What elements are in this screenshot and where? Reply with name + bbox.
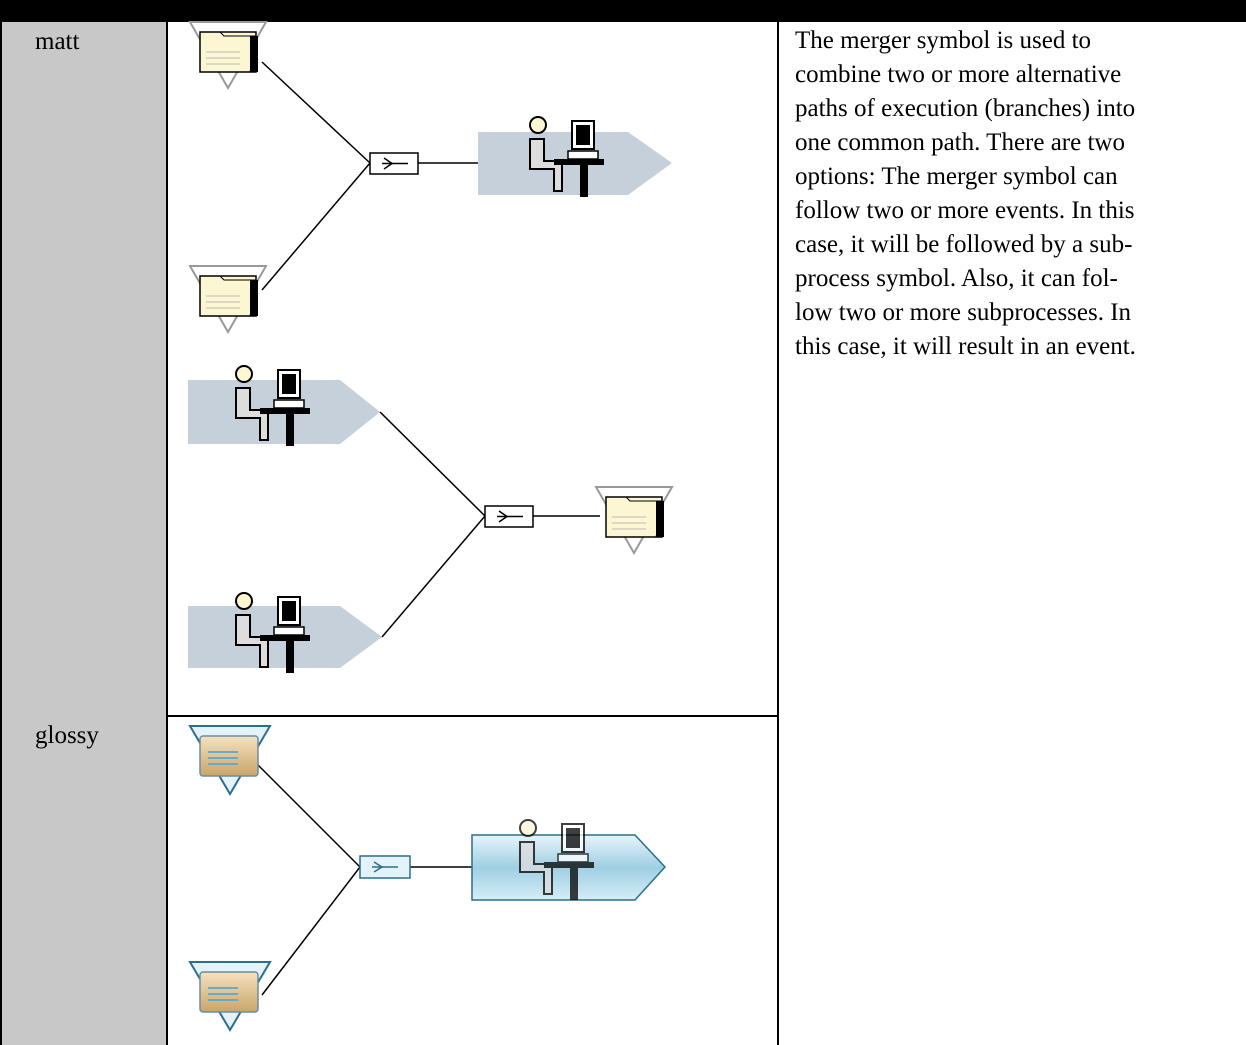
description-line: one common path. There are two <box>795 129 1125 156</box>
table-grid <box>0 22 779 1045</box>
description: The merger symbol is used to combine two … <box>795 24 1245 364</box>
merger-diagram-subprocesses <box>188 365 673 674</box>
description-line: The merger symbol is used to <box>795 27 1092 54</box>
description-line: case, it will be followed by a sub- <box>795 231 1133 258</box>
description-line: follow two or more events. In this <box>795 197 1135 224</box>
description-line: process symbol. Also, it can fol- <box>795 265 1118 292</box>
row-label: matt <box>35 28 80 55</box>
merger-diagram-events <box>189 21 672 333</box>
description-line: options: The merger symbol can <box>795 163 1118 190</box>
description-line: combine two or more alternative <box>795 61 1122 88</box>
description-line: paths of execution (branches) into <box>795 95 1136 122</box>
row-label: glossy <box>35 722 99 749</box>
merger-diagram-glossy <box>189 725 667 1031</box>
label-column <box>0 22 167 1045</box>
header-bar <box>0 0 1246 22</box>
description-line: this case, it will result in an event. <box>795 333 1136 360</box>
description-line: low two or more subprocesses. In <box>795 299 1132 326</box>
